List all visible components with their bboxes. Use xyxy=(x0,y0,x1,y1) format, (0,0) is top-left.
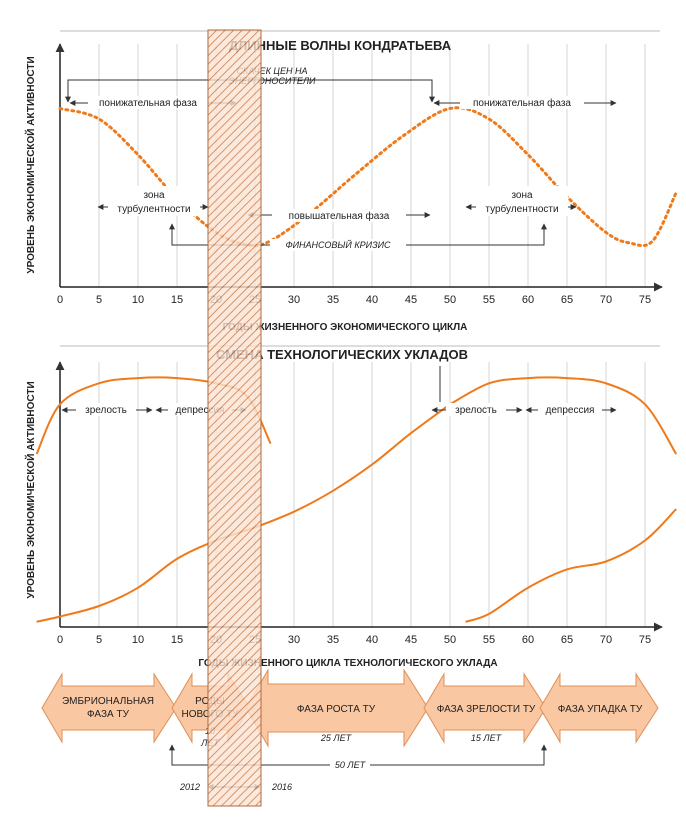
bottom-chart-title: СМЕНА ТЕХНОЛОГИЧЕСКИХ УКЛАДОВ xyxy=(216,347,468,362)
x-tick-label: 15 xyxy=(171,294,183,306)
series-line-1 xyxy=(58,106,678,248)
bottom-tick-labels: 051015202530354045505560657075 xyxy=(57,634,651,646)
x-tick-label: 10 xyxy=(132,634,144,646)
phase-arrows: ЭМБРИОНАЛЬНАЯ ФАЗА ТУ РОДЫ НОВОГО ТУ ФАЗ… xyxy=(41,668,659,792)
x-tick-label: 45 xyxy=(405,294,417,306)
phase-growth-duration: 25 ЛЕТ xyxy=(320,733,353,743)
phase-arrow-decline xyxy=(539,672,659,744)
x-tick-label: 55 xyxy=(483,634,495,646)
top-y-axis-label: УРОВЕНЬ ЭКОНОМИЧЕСКОЙ АКТИВНОСТИ xyxy=(24,56,37,273)
turbulence-1-label-1: зона xyxy=(143,190,165,201)
phase-maturity-label: ФАЗА ЗРЕЛОСТИ ТУ xyxy=(437,704,536,715)
up-phase-label: повышательная фаза xyxy=(289,210,390,222)
x-tick-label: 35 xyxy=(327,634,339,646)
series-line-4 xyxy=(465,508,677,623)
x-tick-label: 70 xyxy=(600,634,612,646)
top-series xyxy=(58,106,678,248)
phase-growth-label: ФАЗА РОСТА ТУ xyxy=(297,704,376,715)
x-tick-label: 75 xyxy=(639,294,651,306)
x-tick-label: 60 xyxy=(522,634,534,646)
hatched-period-band xyxy=(207,29,262,807)
maturity-2-label: зрелость xyxy=(455,405,497,416)
x-tick-label: 35 xyxy=(327,294,339,306)
series-line-3 xyxy=(449,376,678,455)
x-tick-label: 30 xyxy=(288,294,300,306)
phase-embryonic-label-1: ЭМБРИОНАЛЬНАЯ xyxy=(62,696,154,707)
x-tick-label: 40 xyxy=(366,294,378,306)
turbulence-1-label-2: турбулентности xyxy=(117,203,190,215)
turbulence-2-label-2: турбулентности xyxy=(485,203,558,215)
tech-structures-chart: 051015202530354045505560657075 СМЕНА ТЕХ… xyxy=(24,345,678,669)
phase-arrow-embryonic xyxy=(41,672,177,744)
top-tick-labels: 051015202530354045505560657075 xyxy=(57,294,651,306)
x-tick-label: 50 xyxy=(444,634,456,646)
kondratiev-chart: 051015202530354045505560657075 ДЛИННЫЕ В… xyxy=(24,30,678,333)
x-tick-label: 0 xyxy=(57,294,63,306)
x-tick-label: 10 xyxy=(132,294,144,306)
year-end-label: 2016 xyxy=(271,782,292,792)
top-annotations: СКАЧЕК ЦЕН НА ЭНЕРГОНОСИТЕЛИ понижательна… xyxy=(65,66,617,251)
x-tick-label: 40 xyxy=(366,634,378,646)
year-start-label: 2012 xyxy=(179,782,200,792)
bottom-y-axis-label: УРОВЕНЬ ЭКОНОМИЧЕСКОЙ АКТИВНОСТИ xyxy=(24,381,37,598)
top-chart-title: ДЛИННЫЕ ВОЛНЫ КОНДРАТЬЕВА xyxy=(229,38,452,53)
depression-1-label: депрессия xyxy=(176,405,225,416)
phase-embryonic-label-2: ФАЗА ТУ xyxy=(87,709,130,720)
down-phase-2-label: понижательная фаза xyxy=(473,97,571,109)
bottom-gridlines xyxy=(98,362,646,627)
depression-2-label: депрессия xyxy=(546,405,595,416)
x-tick-label: 0 xyxy=(57,634,63,646)
x-tick-label: 70 xyxy=(600,294,612,306)
x-tick-label: 55 xyxy=(483,294,495,306)
x-tick-label: 5 xyxy=(96,634,102,646)
turbulence-2-label-1: зона xyxy=(511,190,533,201)
phase-decline-label: ФАЗА УПАДКА ТУ xyxy=(558,704,643,715)
top-x-axis-label: ГОДЫ ЖИЗНЕННОГО ЭКОНОМИЧЕСКОГО ЦИКЛА xyxy=(223,322,468,333)
crisis-label: ФИНАНСОВЫЙ КРИЗИС xyxy=(285,239,391,250)
x-tick-label: 50 xyxy=(444,294,456,306)
x-tick-label: 65 xyxy=(561,634,573,646)
bottom-annotations: зрелость депрессия зрелость депрессия xyxy=(61,403,617,416)
x-tick-label: 60 xyxy=(522,294,534,306)
x-tick-label: 45 xyxy=(405,634,417,646)
x-tick-label: 15 xyxy=(171,634,183,646)
total-span-label: 50 ЛЕТ xyxy=(335,760,367,770)
down-phase-1-label: понижательная фаза xyxy=(99,97,197,109)
x-tick-label: 75 xyxy=(639,634,651,646)
price-jump-label: СКАЧЕК ЦЕН НА ЭНЕРГОНОСИТЕЛИ xyxy=(229,66,316,86)
x-tick-label: 5 xyxy=(96,294,102,306)
x-tick-label: 30 xyxy=(288,634,300,646)
maturity-1-label: зрелость xyxy=(85,405,127,416)
phase-maturity-duration: 15 ЛЕТ xyxy=(471,733,503,743)
bottom-x-axis-label: ГОДЫ ЖИЗНЕННОГО ЦИКЛА ТЕХНОЛОГИЧЕСКОГО У… xyxy=(198,658,497,669)
x-tick-label: 65 xyxy=(561,294,573,306)
